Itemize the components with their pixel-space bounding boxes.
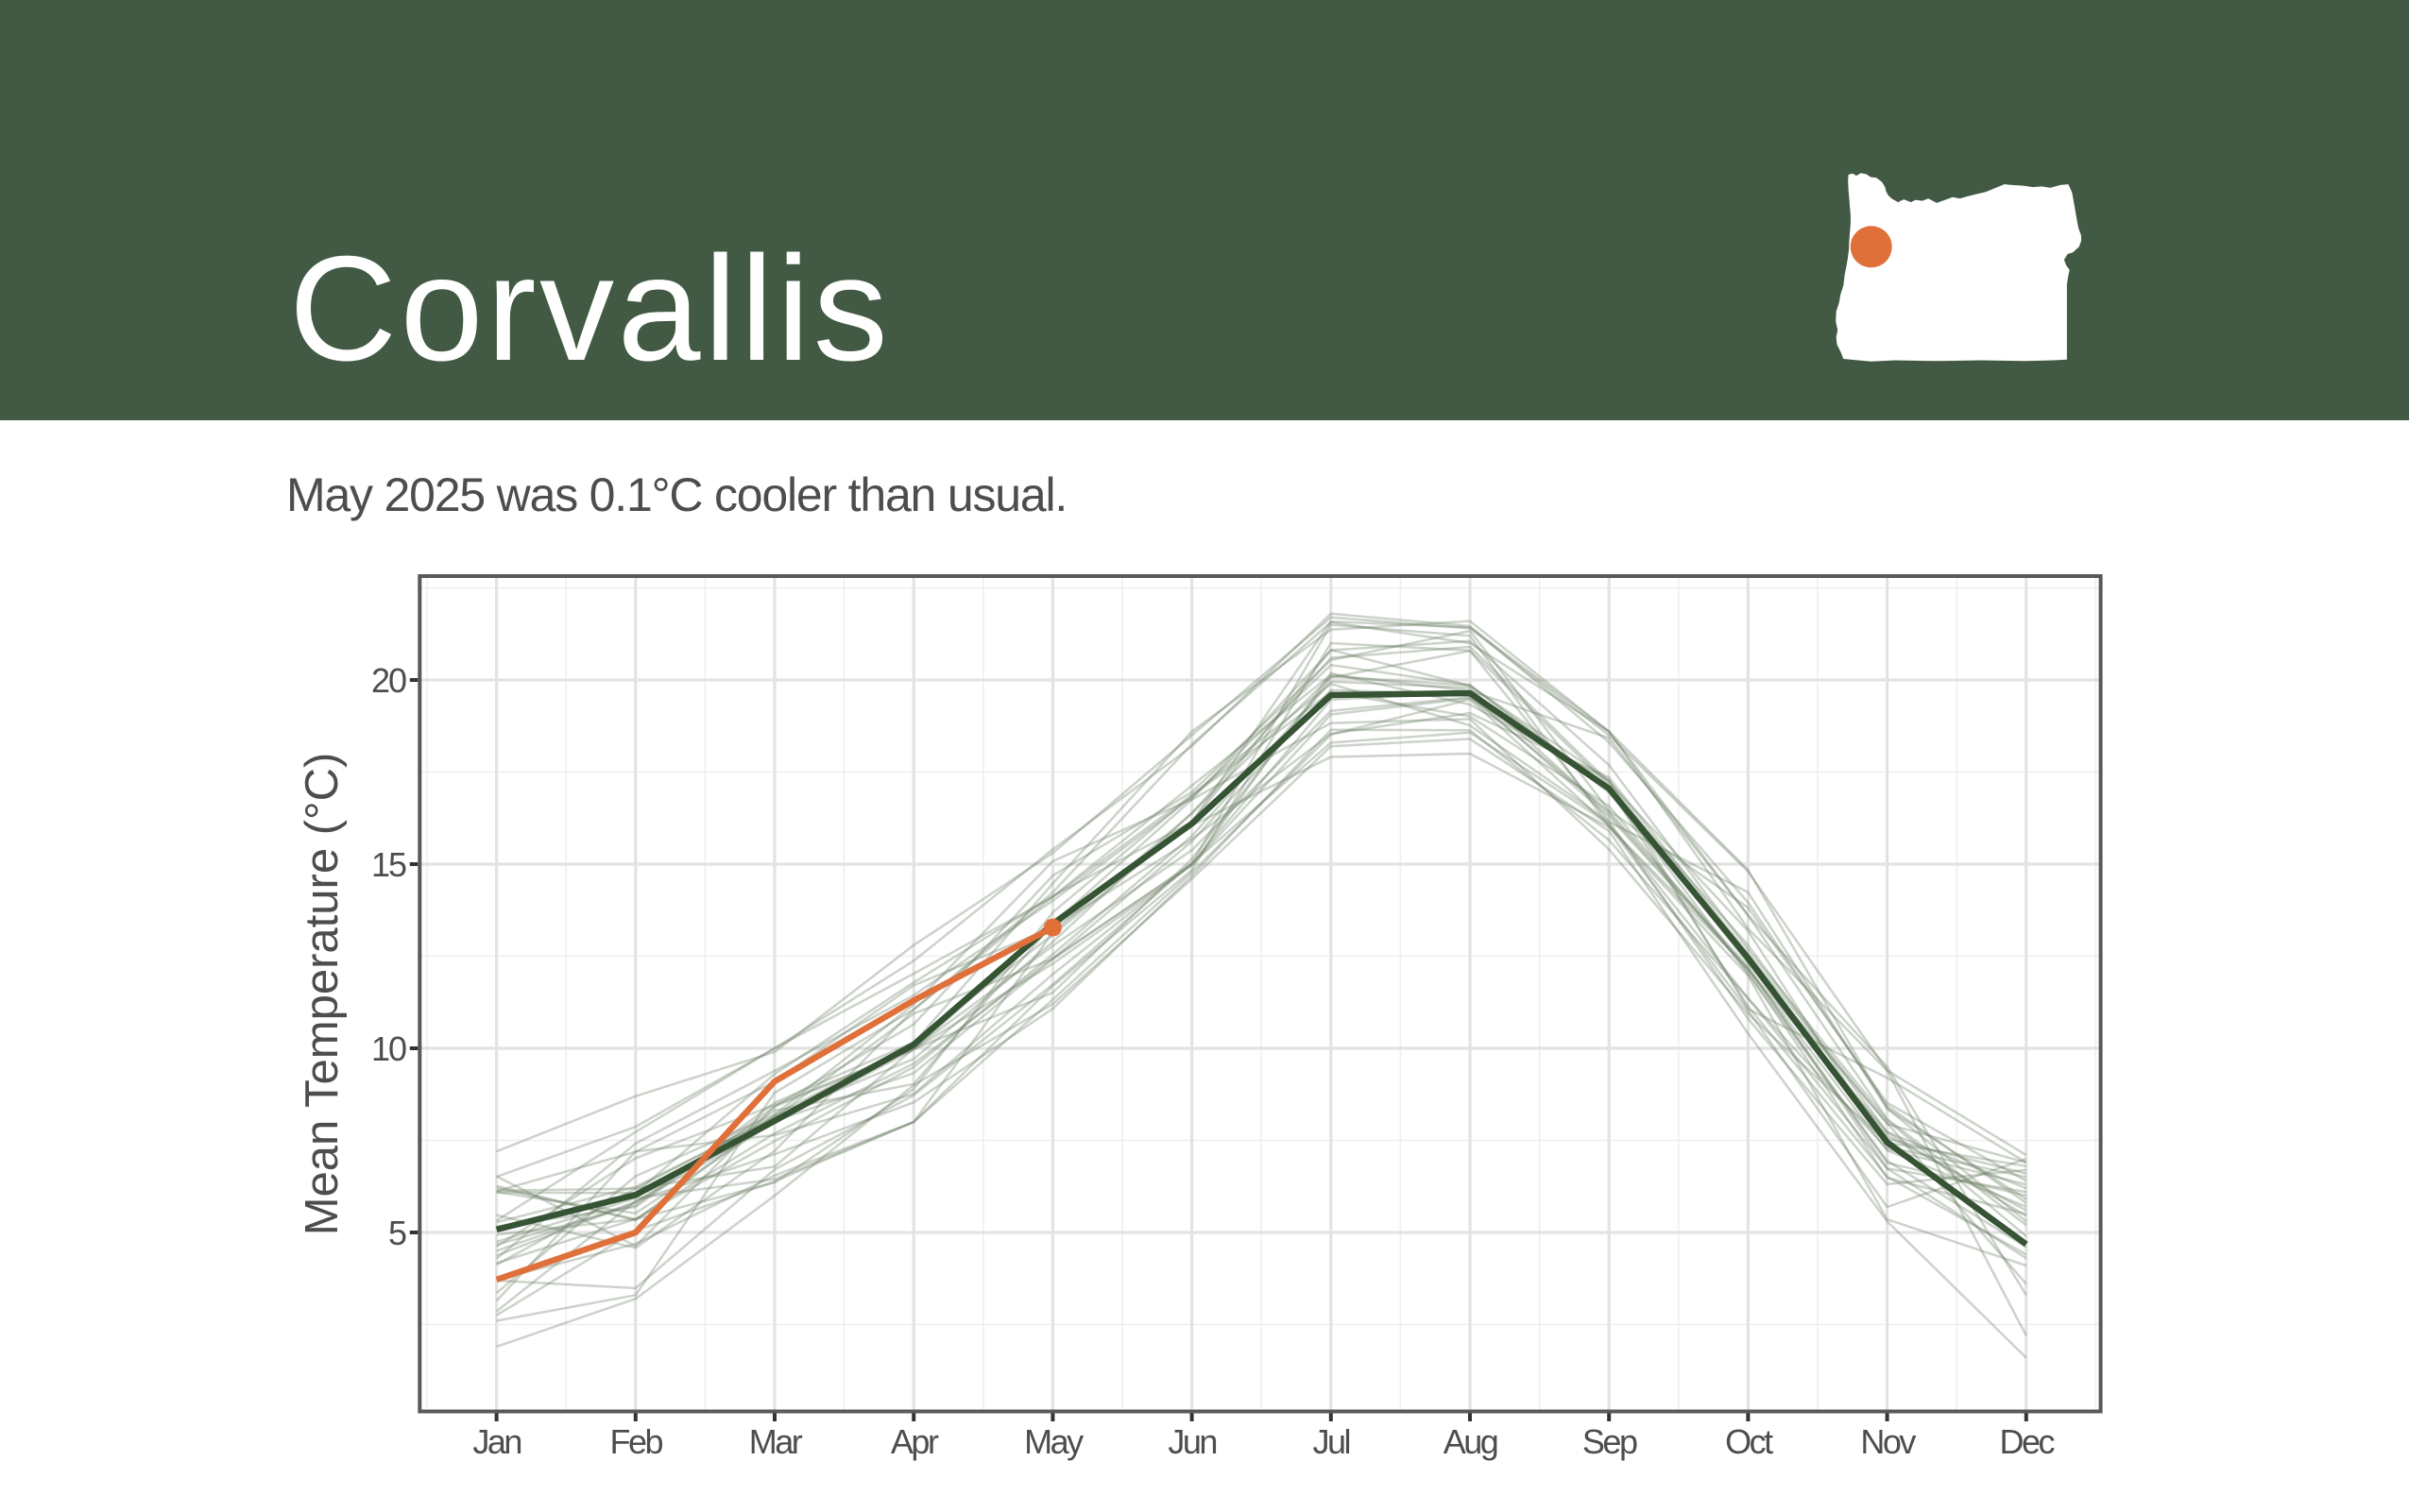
svg-text:Jun: Jun: [1168, 1422, 1216, 1461]
svg-text:Mean Temperature (°C): Mean Temperature (°C): [297, 753, 348, 1236]
svg-text:Nov: Nov: [1860, 1422, 1916, 1461]
svg-text:Jan: Jan: [472, 1422, 521, 1461]
svg-text:Sep: Sep: [1582, 1422, 1637, 1461]
svg-text:Apr: Apr: [891, 1422, 939, 1461]
svg-text:Aug: Aug: [1444, 1422, 1497, 1461]
svg-text:5: 5: [388, 1214, 406, 1252]
svg-text:Mar: Mar: [749, 1422, 803, 1461]
svg-text:Dec: Dec: [2000, 1422, 2056, 1461]
svg-text:Feb: Feb: [610, 1422, 663, 1461]
svg-text:10: 10: [371, 1029, 406, 1068]
svg-text:20: 20: [371, 661, 406, 700]
svg-text:Oct: Oct: [1725, 1422, 1773, 1461]
svg-text:Jul: Jul: [1313, 1422, 1350, 1461]
svg-text:May: May: [1024, 1422, 1084, 1461]
svg-text:15: 15: [371, 845, 406, 884]
